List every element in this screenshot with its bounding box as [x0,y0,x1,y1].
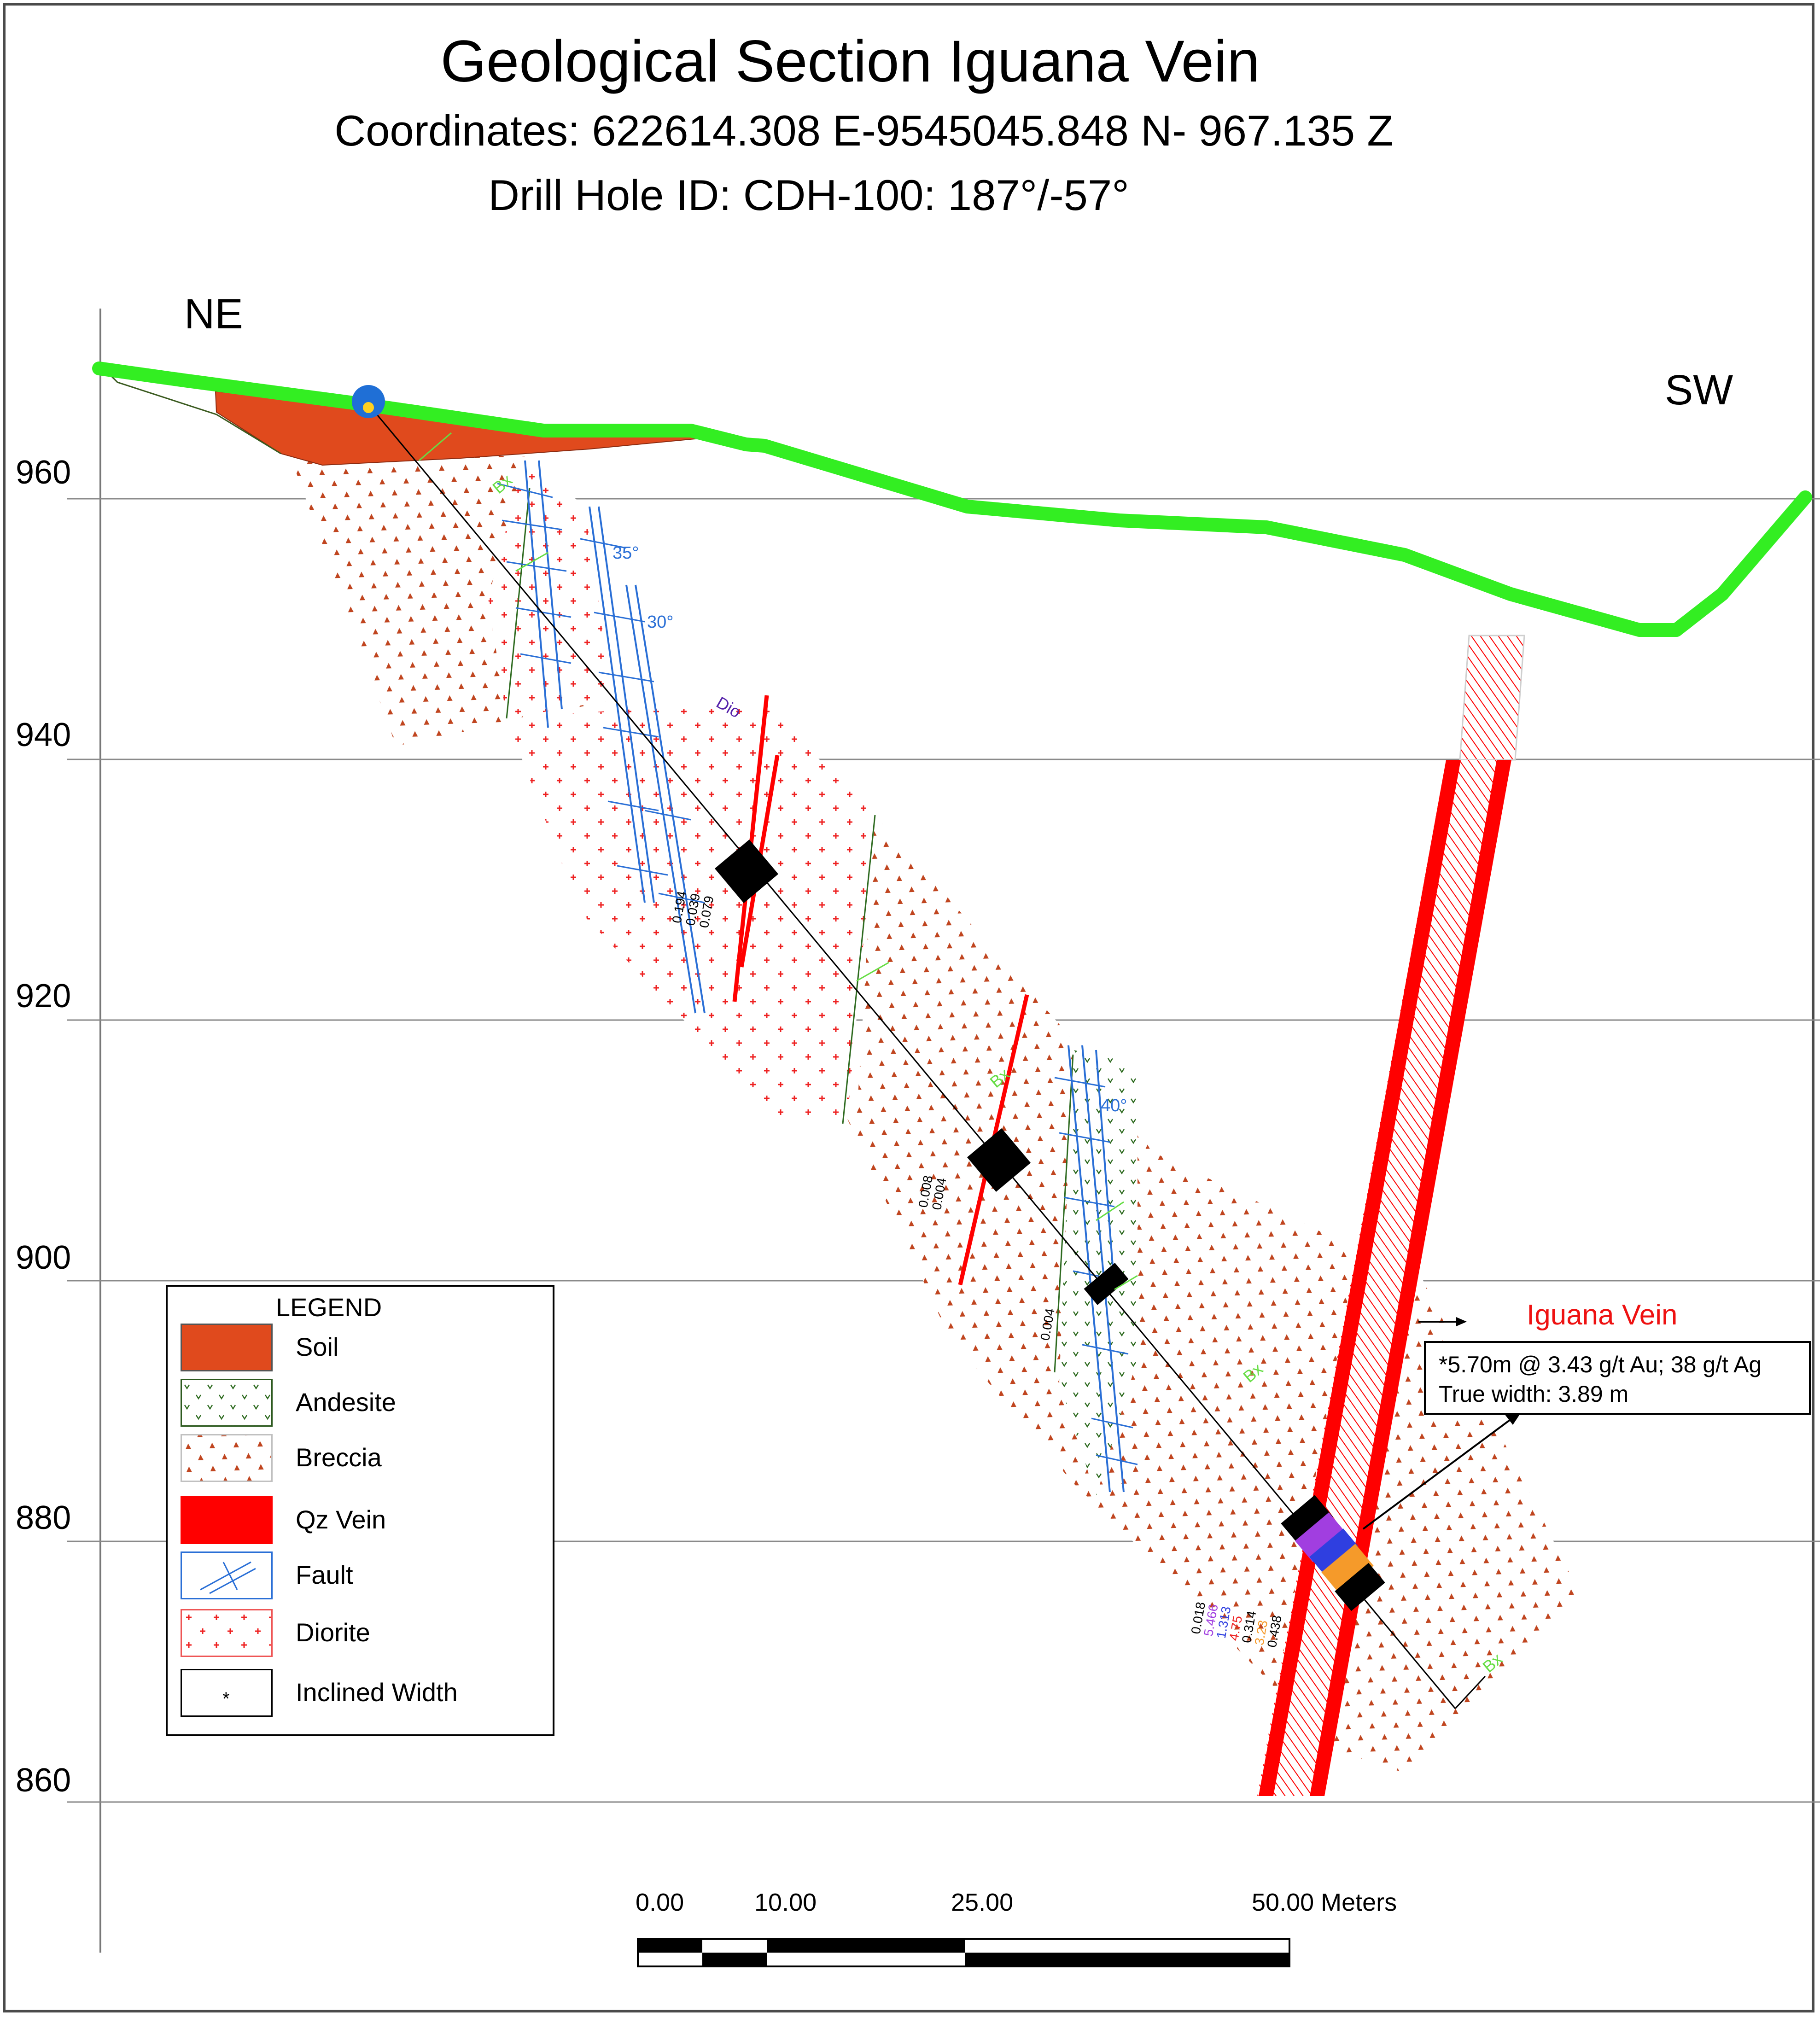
dip-angle-3: 40° [1101,1096,1127,1115]
legend-label: Inclined Width [296,1678,458,1707]
fault-lines [524,460,1125,1493]
sample-intervals [714,839,1385,1611]
asterisk-marker: * [222,1689,230,1709]
legend-item-soil: Soil [181,1324,540,1374]
legend-label: Fault [296,1560,353,1589]
contact-ticks [419,432,1138,1290]
elevation-tick-960: 960 [16,454,71,491]
diorite-zone-mid [507,700,875,1124]
elevation-tick-880: 880 [16,1499,71,1536]
breccia-zone-mid [857,815,1580,1773]
scale-label-0: 0.00 [636,1889,684,1916]
direction-ne: NE [184,291,243,338]
legend-item-inclined-width: * Inclined Width [181,1669,540,1720]
drill-hole-trace [368,404,1456,1709]
legend-item-fault: Fault [181,1551,540,1602]
section-title: Geological Section Iguana Vein [440,29,1260,94]
fault-ticks [497,483,1138,1465]
scale-label-25: 25.00 [951,1889,1014,1916]
legend-label: Qz Vein [296,1505,386,1534]
legend-label: Andesite [296,1388,396,1417]
legend-item-andesite: Andesite [181,1379,540,1429]
legend-item-breccia: Breccia [181,1434,540,1485]
breccia-swatch [181,1434,273,1482]
intercept-line-2: True width: 3.89 m [1439,1381,1629,1407]
scale-label-50: 50.00 Meters [1252,1889,1397,1916]
intercept-line-1: *5.70m @ 3.43 g/t Au; 38 g/t Ag [1439,1352,1762,1377]
topographic-surface [92,362,1812,637]
intercept-pointer [1362,1415,1516,1530]
direction-sw: SW [1665,367,1733,414]
legend: LEGEND Soil Andesite Breccia Qz Vein Fau… [166,1285,554,1736]
iguana-vein-label: Iguana Vein [1527,1299,1678,1331]
dip-angle-1: 35° [612,543,639,563]
elevation-tick-900: 900 [16,1239,71,1276]
assay-middle-group: 0.008 0.004 [916,1174,949,1211]
legend-item-qz-vein: Qz Vein [181,1496,540,1547]
elevation-tick-940: 940 [16,717,71,753]
andesite-contacts [506,488,1074,1373]
intercept-box: *5.70m @ 3.43 g/t Au; 38 g/t Ag True wid… [1424,1341,1811,1415]
legend-label: Breccia [296,1443,382,1472]
soil-swatch [181,1324,273,1371]
inclined-width-swatch: * [181,1669,273,1717]
collar-marker [352,385,385,418]
scale-bar [637,1938,1290,1967]
page-frame [3,3,1814,2012]
legend-label: Soil [296,1332,339,1361]
elevation-tick-920: 920 [16,978,71,1015]
scale-label-10: 10.00 [754,1889,817,1916]
diorite-swatch [181,1609,273,1657]
andesite-swatch [181,1379,273,1427]
elevation-tick-860: 860 [16,1762,71,1799]
dip-angle-2: 30° [647,612,674,632]
legend-label: Diorite [296,1618,370,1647]
fault-swatch [181,1551,273,1599]
legend-title: LEGEND [275,1293,382,1322]
coordinates-subtitle: Coordinates: 622614.308 E-9545045.848 N-… [334,106,1394,155]
qz-vein-swatch [181,1496,273,1544]
drill-hole-subtitle: Drill Hole ID: CDH-100: 187°/-57° [488,171,1129,219]
legend-item-diorite: Diorite [181,1609,540,1660]
